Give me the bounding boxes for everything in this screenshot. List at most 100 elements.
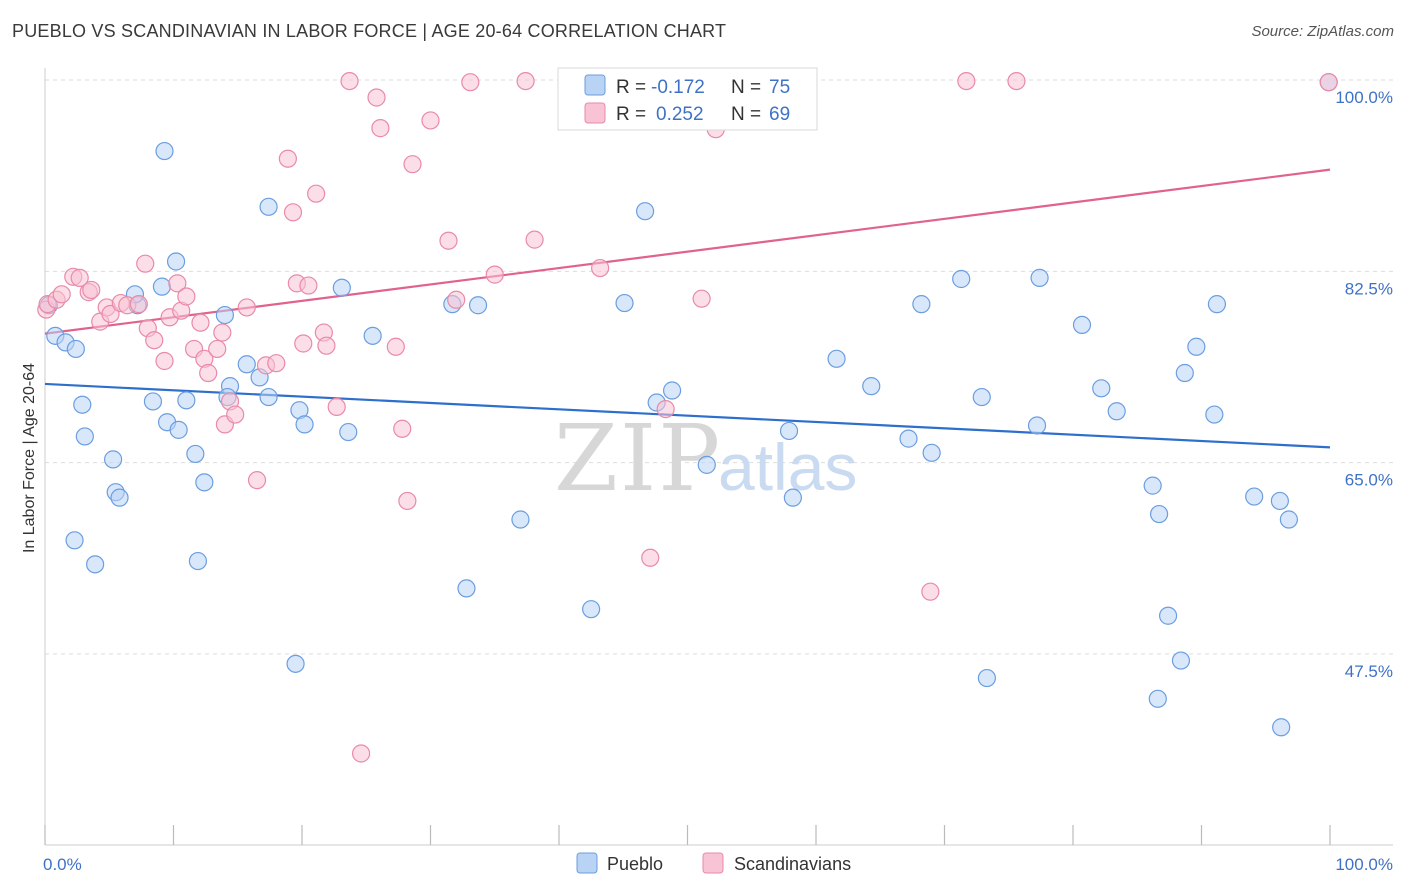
- pueblo-point-35: [363, 326, 382, 345]
- bottom-legend-label-scand: Scandinavians: [734, 854, 851, 874]
- scand-point-39: [299, 276, 318, 295]
- pueblo-point-31: [286, 654, 305, 673]
- pueblo-point-62: [1143, 476, 1162, 495]
- scand-point-66: [957, 71, 976, 91]
- pueblo-point-4: [73, 395, 92, 414]
- pueblo-point-58: [1030, 268, 1049, 287]
- pueblo-point-5: [75, 427, 94, 446]
- scand-point-60: [641, 548, 660, 567]
- scand-point-14: [136, 254, 155, 273]
- scand-point-68: [1319, 73, 1338, 92]
- scand-point-5: [70, 268, 89, 287]
- y-tick-label-3: 47.5%: [1345, 662, 1393, 681]
- stats-legend: R = -0.172 N = 75 R = 0.252 N = 69: [557, 67, 818, 131]
- scand-point-21: [177, 287, 196, 306]
- pueblo-point-32: [295, 415, 314, 434]
- series-legend: Pueblo Scandinavians: [576, 852, 851, 874]
- scand-point-49: [393, 419, 412, 438]
- scand-point-42: [317, 336, 336, 355]
- pueblo-point-37: [457, 579, 476, 598]
- scand-point-56: [485, 265, 504, 284]
- pueblo-point-3: [66, 339, 85, 359]
- pueblo-point-65: [1171, 651, 1191, 670]
- scand-point-50: [398, 491, 417, 511]
- pueblo-point-21: [195, 473, 214, 492]
- pueblo-point-45: [662, 381, 682, 400]
- scand-point-54: [447, 290, 466, 309]
- pueblo-point-13: [143, 392, 163, 411]
- scand-point-30: [226, 405, 245, 424]
- scand-point-23: [191, 313, 210, 332]
- scand-point-47: [371, 119, 390, 138]
- pueblo-point-54: [952, 269, 971, 289]
- pueblo-point-26: [237, 355, 256, 374]
- scand-point-55: [461, 73, 480, 92]
- pueblo-point-56: [977, 668, 997, 688]
- scand-point-19: [168, 274, 187, 293]
- watermark-zip: ZIP: [554, 405, 722, 512]
- scand-point-43: [327, 397, 346, 417]
- pueblo-trend-line: [44, 382, 1331, 449]
- scand-point-51: [403, 155, 422, 174]
- pueblo-point-48: [783, 488, 802, 507]
- pueblo-point-28: [259, 387, 278, 407]
- scand-point-7: [82, 280, 101, 300]
- y-axis-label: In Labor Force | Age 20-64: [21, 363, 38, 553]
- pueblo-point-14: [152, 277, 172, 296]
- legend-r-label: R =: [616, 77, 646, 98]
- scand-point-32: [247, 471, 267, 490]
- pueblo-point-38: [468, 296, 488, 315]
- pueblo-point-20: [186, 444, 205, 464]
- pueblo-point-50: [862, 377, 881, 396]
- axes: [44, 68, 1393, 846]
- pueblo-point-6: [104, 450, 123, 469]
- legend-n-label: N =: [731, 104, 761, 125]
- scand-point-63: [692, 289, 711, 308]
- scand-point-52: [421, 111, 440, 130]
- legend-r-value-pueblo: -0.172: [651, 77, 705, 98]
- pueblo-point-29: [259, 197, 278, 216]
- y-tick-labels: 100.0% 82.5% 65.0% 47.5%: [1335, 88, 1393, 681]
- scand-point-67: [1007, 71, 1026, 91]
- data-points: [37, 71, 1338, 763]
- chart-title: PUEBLO VS SCANDINAVIAN IN LABOR FORCE | …: [12, 21, 727, 41]
- y-tick-label-1: 82.5%: [1345, 279, 1393, 298]
- scand-point-34: [267, 354, 286, 373]
- pueblo-point-71: [1245, 487, 1264, 506]
- trend-lines: [44, 168, 1331, 449]
- pueblo-point-51: [899, 429, 918, 448]
- legend-r-label: R =: [616, 104, 646, 125]
- pueblo-point-73: [1279, 510, 1298, 529]
- pueblo-point-34: [339, 422, 358, 442]
- pueblo-point-16: [155, 141, 174, 161]
- bottom-legend-swatch-scand: [702, 852, 724, 874]
- scand-point-59: [591, 258, 610, 278]
- pueblo-point-66: [1175, 363, 1194, 383]
- scand-point-26: [208, 339, 227, 359]
- pueblo-point-68: [1205, 405, 1224, 424]
- legend-r-value-scand: 0.252: [656, 104, 704, 125]
- pueblo-point-53: [922, 443, 941, 462]
- scand-point-48: [386, 337, 405, 356]
- scand-point-38: [294, 334, 313, 353]
- scand-point-25: [199, 363, 218, 383]
- pueblo-point-72: [1270, 491, 1289, 511]
- pueblo-point-64: [1158, 606, 1178, 625]
- y-tick-label-0: 100.0%: [1335, 88, 1393, 107]
- x-tick-label-left: 0.0%: [43, 855, 82, 874]
- scand-point-36: [283, 203, 303, 222]
- pueblo-point-57: [1027, 416, 1047, 435]
- pueblo-point-46: [697, 455, 716, 474]
- legend-swatch-scand: [584, 102, 606, 124]
- y-tick-label-2: 65.0%: [1345, 471, 1393, 490]
- legend-swatch-pueblo: [584, 74, 606, 96]
- pueblo-point-47: [779, 421, 799, 441]
- pueblo-point-39: [511, 510, 530, 529]
- source-label: Source: ZipAtlas.com: [1251, 23, 1394, 40]
- pueblo-point-10: [86, 555, 105, 574]
- pueblo-point-33: [332, 278, 351, 297]
- pueblo-point-70: [1148, 689, 1167, 708]
- pueblo-point-8: [110, 488, 129, 507]
- scand-point-27: [213, 323, 232, 342]
